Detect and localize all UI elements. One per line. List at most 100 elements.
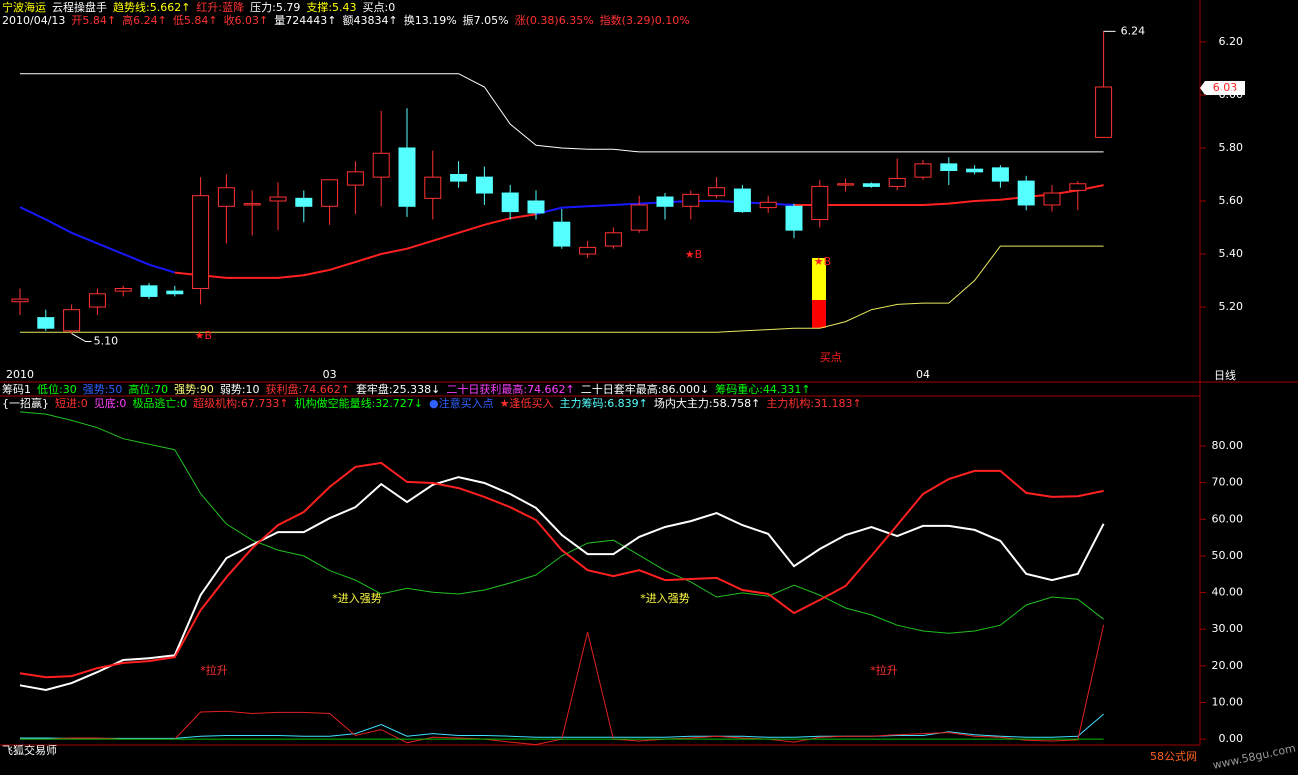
info-item: 强势:50	[82, 383, 123, 396]
candle-body	[733, 188, 751, 213]
info-item: 主力机构:31.183↑	[766, 397, 862, 410]
info-item: 场内大主力:58.758↑	[653, 397, 761, 410]
candle-body	[708, 187, 726, 197]
candle-body	[862, 183, 880, 187]
high-label: 6.24	[1121, 24, 1146, 37]
info-item: 二十日获利最高:74.662↑	[446, 383, 575, 396]
y-tick-label: 80.00	[1212, 439, 1244, 452]
candle-body	[501, 192, 519, 213]
info-item: 趋势线:5.662↑	[113, 1, 191, 14]
info-item: 见底:0	[93, 397, 127, 410]
candle-body	[888, 177, 906, 187]
buy-bar	[812, 300, 826, 328]
info-item: 套牢盘:25.338↓	[355, 383, 441, 396]
overlay-line	[20, 245, 1104, 333]
info-item: 收6.03↑	[223, 14, 269, 27]
candle-body	[1069, 183, 1087, 191]
indicator-line	[19, 411, 1104, 634]
info-item: ●注意买入点	[429, 397, 494, 410]
candle-body	[914, 163, 932, 178]
y-tick-label: 40.00	[1212, 586, 1244, 599]
candle-body	[1095, 86, 1113, 138]
candle-body	[527, 200, 545, 214]
y-tick-label: 5.80	[1219, 141, 1244, 154]
info-item: 额43834↑	[342, 14, 398, 27]
y-tick-label: 30.00	[1212, 622, 1244, 635]
info-item: 云程操盘手	[52, 1, 107, 14]
info-item: 换13.19%	[403, 14, 457, 27]
info-item: 极品逃亡:0	[132, 397, 188, 410]
info-item: 低5.84↑	[172, 14, 218, 27]
x-tick-label: 04	[916, 368, 930, 381]
candle-body	[269, 196, 287, 202]
info-item: 主力筹码:6.839↑	[559, 397, 648, 410]
info-item: 压力:5.79	[250, 1, 301, 14]
y-tick-label: 0.00	[1219, 732, 1244, 745]
last-price: 6.03	[1213, 81, 1238, 94]
info-item: 振7.05%	[462, 14, 509, 27]
candle-body	[837, 183, 855, 186]
info-item: 红升:蓝降	[196, 1, 245, 14]
candle-body	[1043, 192, 1061, 206]
candle-body	[940, 163, 958, 172]
candle-body	[553, 221, 571, 247]
info-row: 筹码1 低位:30 强势:50 高位:70 强势:90 弱势:10 获利盘:74.662↑ 套…	[2, 383, 811, 396]
candle-body	[450, 173, 468, 182]
info-item: 指数(3.29)0.10%	[599, 14, 690, 27]
candle-body	[37, 317, 55, 329]
annotation: *进入强势	[640, 592, 690, 605]
watermark: 58公式网	[1150, 750, 1197, 763]
indicator-line	[20, 713, 1104, 739]
signal: ★B	[195, 329, 212, 342]
candle-body	[372, 152, 390, 178]
info-item: ★逢低买入	[499, 397, 554, 410]
candle-body	[321, 179, 339, 207]
candle-body	[759, 201, 777, 209]
candle-body	[630, 204, 648, 231]
info-item: 高6.24↑	[122, 14, 167, 27]
candle-body	[966, 168, 984, 173]
y-tick-label: 5.40	[1219, 247, 1244, 260]
x-tick-label: 03	[323, 368, 337, 381]
candle-body	[114, 287, 132, 292]
info-item: 二十日套牢最高:86.000↓	[580, 383, 710, 396]
y-tick-label: 50.00	[1212, 549, 1244, 562]
y-tick-label: 5.20	[1219, 300, 1244, 313]
buy-label: 买点	[820, 351, 842, 364]
y-tick-label: 10.00	[1212, 695, 1244, 708]
y-tick-label: 5.60	[1219, 194, 1244, 207]
info-row: 宁波海运 云程操盘手 趋势线:5.662↑ 红升:蓝降 压力:5.79 支撑:5.43 买点…	[2, 1, 395, 14]
y-tick-label: 6.00	[1219, 88, 1244, 101]
info-row: {一招赢} 短进:0 见底:0 极品逃亡:0 超级机构:67.733↑ 机构做空能量线:3…	[2, 397, 862, 410]
overlay-line	[20, 73, 1104, 153]
info-item: 量724443↑	[274, 14, 337, 27]
info-item: 支撑:5.43	[306, 1, 357, 14]
leader	[71, 333, 92, 343]
period-label: 日线	[1214, 368, 1236, 382]
candle-body	[811, 185, 829, 221]
info-item: 涨(0.38)6.35%	[514, 14, 594, 27]
candle-body	[88, 293, 106, 308]
y-tick-label: 70.00	[1212, 476, 1244, 489]
candle-body	[11, 298, 29, 303]
candle-body	[1017, 180, 1035, 206]
y-tick-label: 6.20	[1219, 35, 1244, 48]
candle-body	[682, 193, 700, 207]
info-item: 高位:70	[128, 383, 169, 396]
info-item: 筹码重心:44.331↑	[715, 383, 811, 396]
x-tick-label: 2010	[6, 368, 34, 381]
candle-body	[579, 246, 597, 255]
info-item: 开5.84↑	[71, 14, 117, 27]
info-item: 买点:0	[362, 1, 396, 14]
candle-body	[217, 187, 235, 207]
app-name: 飞狐交易师	[2, 743, 57, 757]
candle-body	[140, 285, 158, 297]
info-item: 低位:30	[37, 383, 77, 396]
info-item: 获利盘:74.662↑	[265, 383, 350, 396]
info-item: 2010/04/13	[2, 14, 66, 27]
candle-body	[424, 176, 442, 199]
candle-body	[398, 147, 416, 207]
info-item: 强势:90	[174, 383, 214, 396]
